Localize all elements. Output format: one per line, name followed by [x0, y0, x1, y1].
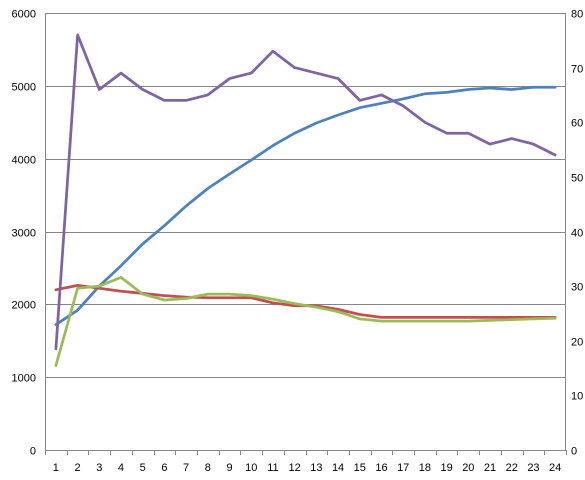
- left-tick-label: 6000: [12, 9, 36, 21]
- right-tick-label: 70: [571, 64, 583, 76]
- x-tick-label: 10: [245, 462, 257, 474]
- left-tick-label: 5000: [12, 82, 36, 94]
- x-tick-label: 16: [375, 462, 387, 474]
- left-tick-label: 1000: [12, 373, 36, 385]
- x-tick-label: 2: [75, 462, 81, 474]
- x-tick-label: 7: [183, 462, 189, 474]
- x-tick-label: 9: [226, 462, 232, 474]
- x-tick-label: 20: [462, 462, 474, 474]
- x-tick-label: 19: [440, 462, 452, 474]
- x-tick-label: 21: [484, 462, 496, 474]
- x-tick-label: 6: [161, 462, 167, 474]
- x-tick-label: 18: [419, 462, 431, 474]
- left-axis-tick-labels: 0 1000 2000 3000 4000 5000 6000: [12, 9, 36, 458]
- right-tick-label: 0: [571, 446, 577, 458]
- right-tick-label: 20: [571, 337, 583, 349]
- right-tick-label: 50: [571, 173, 583, 185]
- left-tick-label: 2000: [12, 300, 36, 312]
- x-tick-label: 15: [354, 462, 366, 474]
- left-tick-label: 3000: [12, 228, 36, 240]
- x-tick-label: 14: [332, 462, 344, 474]
- right-tick-label: 10: [571, 391, 583, 403]
- x-tick-label: 22: [506, 462, 518, 474]
- x-axis-tick-labels: 1 2 3 4 5 6 7 8 9 10 11 12 13 14 15 16 17 18 19 20 21 22 23 24: [53, 462, 561, 474]
- x-tick-label: 11: [267, 462, 278, 474]
- left-tick-label: 0: [30, 446, 36, 458]
- x-tick-label: 1: [53, 462, 59, 474]
- right-tick-label: 80: [571, 9, 583, 21]
- axes: [45, 13, 567, 455]
- right-tick-label: 60: [571, 118, 583, 130]
- right-tick-label: 30: [571, 282, 583, 294]
- right-tick-label: 40: [571, 228, 583, 240]
- x-tick-label: 24: [549, 462, 561, 474]
- x-tick-label: 8: [205, 462, 211, 474]
- x-tick-label: 12: [289, 462, 301, 474]
- x-tick-label: 23: [527, 462, 539, 474]
- series-line-1: [54, 85, 557, 327]
- right-axis-tick-labels: 0 10 20 30 40 50 60 70 80: [571, 9, 583, 458]
- x-tick-label: 5: [140, 462, 146, 474]
- series-line-2: [54, 284, 557, 319]
- left-tick-label: 4000: [12, 155, 36, 167]
- x-tick-label: 3: [96, 462, 102, 474]
- series-line-4: [54, 33, 557, 351]
- x-tick-label: 4: [118, 462, 124, 474]
- series-line-3: [54, 276, 557, 367]
- x-tick-label: 13: [310, 462, 322, 474]
- series-lines: [54, 33, 557, 367]
- gridlines: [45, 13, 566, 378]
- x-tick-label: 17: [397, 462, 409, 474]
